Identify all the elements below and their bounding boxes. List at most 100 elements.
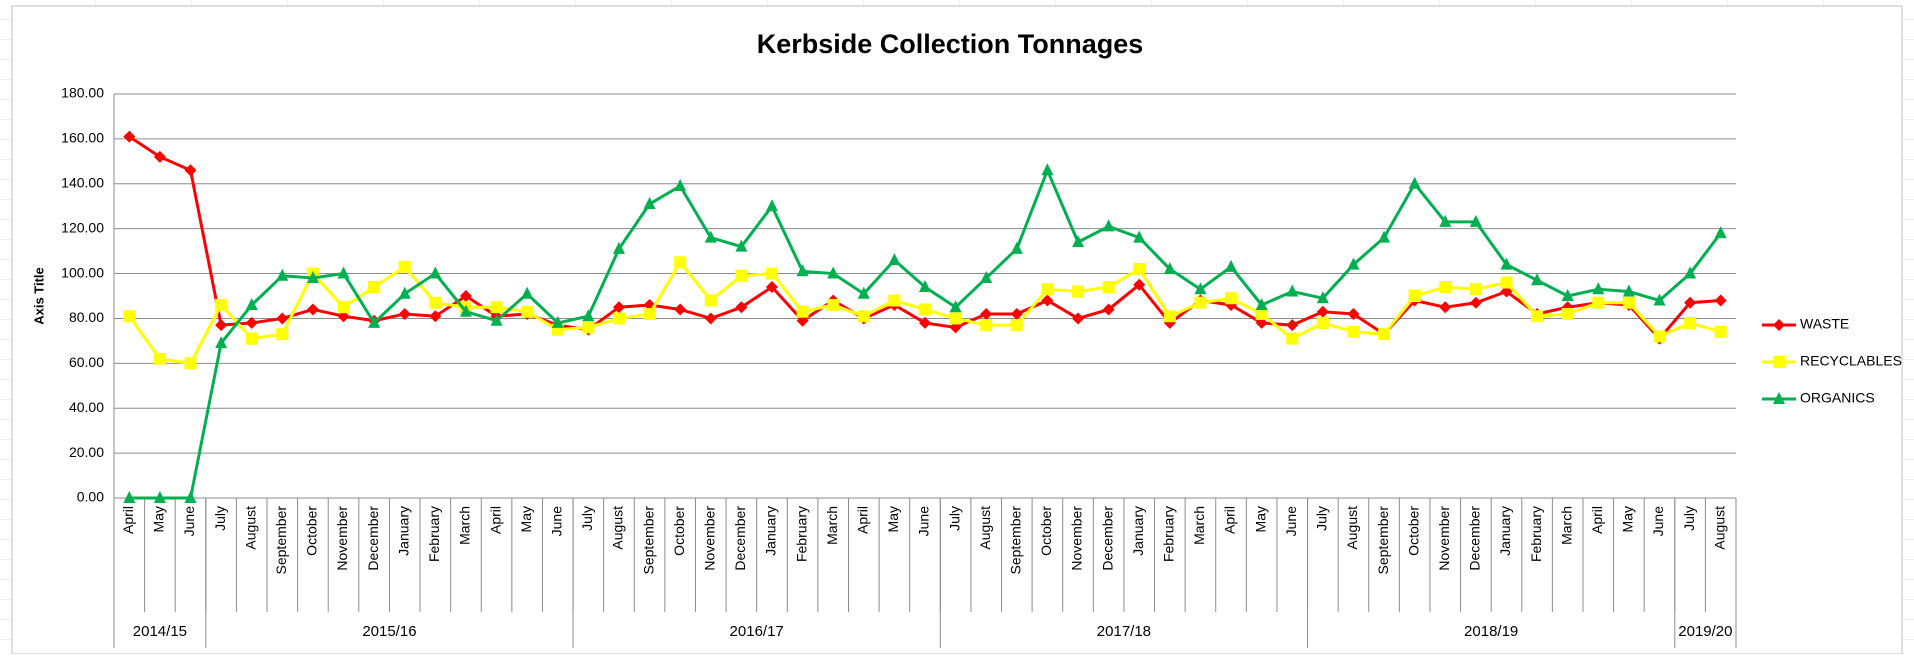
marker [1347, 325, 1360, 338]
marker [1408, 176, 1421, 189]
x-tick-label: June [548, 506, 564, 537]
x-tick-label: July [1681, 506, 1697, 531]
marker [368, 315, 381, 328]
marker [1072, 285, 1085, 298]
chart-title: Kerbside Collection Tonnages [757, 29, 1144, 59]
marker [1653, 293, 1666, 306]
x-tick-label: December [365, 506, 381, 571]
x-tick-label: May [1620, 506, 1636, 532]
legend-marker [1773, 319, 1785, 331]
marker [704, 230, 717, 243]
marker [123, 130, 136, 143]
marker [1225, 292, 1238, 305]
marker [1163, 310, 1176, 323]
x-tick-label: March [1558, 506, 1574, 545]
x-tick-label: May [151, 506, 167, 532]
x-tick-label: August [1344, 506, 1360, 550]
y-tick-label: 160.00 [61, 130, 104, 146]
y-tick-label: 60.00 [69, 354, 104, 370]
marker [980, 319, 993, 332]
marker [184, 357, 197, 370]
marker [1163, 262, 1176, 275]
marker [1133, 230, 1146, 243]
marker [765, 199, 778, 212]
marker [1653, 330, 1666, 343]
legend-marker [1773, 392, 1785, 404]
marker [735, 301, 748, 314]
marker [980, 271, 993, 284]
x-tick-label: October [304, 506, 320, 556]
marker [980, 307, 993, 320]
x-tick-label: April [1589, 506, 1605, 534]
marker [796, 264, 809, 277]
marker [1408, 290, 1421, 302]
x-tick-label: July [212, 506, 228, 531]
marker [612, 301, 625, 314]
y-tick-label: 140.00 [61, 174, 104, 190]
x-tick-label: August [242, 506, 258, 550]
marker [276, 268, 289, 281]
marker [245, 316, 258, 329]
x-tick-label: July [1314, 506, 1330, 531]
marker [1714, 325, 1727, 338]
x-tick-label: April [854, 506, 870, 534]
x-tick-label: April [1222, 506, 1238, 534]
marker [1072, 312, 1085, 325]
marker [1500, 276, 1513, 289]
marker [1072, 235, 1085, 248]
marker [1286, 319, 1299, 332]
marker [1102, 219, 1115, 232]
x-tick-label: August [1711, 506, 1727, 550]
marker [1347, 307, 1360, 320]
marker [1469, 214, 1482, 227]
x-tick-label: December [732, 506, 748, 571]
marker [398, 286, 411, 299]
marker [1010, 241, 1023, 254]
x-tick-label: August [977, 506, 993, 550]
legend-label: WASTE [1800, 316, 1849, 332]
y-tick-label: 100.00 [61, 264, 104, 280]
marker [245, 332, 258, 345]
marker [1592, 282, 1605, 295]
marker [1255, 297, 1268, 310]
marker [521, 286, 534, 299]
marker [1316, 291, 1329, 304]
marker [337, 301, 350, 314]
marker [1225, 259, 1238, 272]
marker [215, 298, 228, 311]
marker [398, 307, 411, 320]
x-tick-label: December [1467, 506, 1483, 571]
group-label: 2015/16 [362, 623, 416, 640]
group-label: 2014/15 [133, 623, 187, 640]
marker [1531, 273, 1544, 286]
marker [1316, 305, 1329, 318]
marker [674, 179, 687, 192]
marker [704, 294, 717, 307]
marker [245, 297, 258, 310]
marker [949, 300, 962, 313]
group-label: 2016/17 [730, 623, 784, 640]
marker [521, 305, 534, 318]
marker [1316, 316, 1329, 329]
marker [674, 303, 687, 316]
marker [612, 241, 625, 254]
marker [1102, 281, 1115, 294]
marker [643, 196, 656, 209]
marker [1133, 263, 1146, 276]
marker [459, 304, 472, 317]
marker [123, 491, 136, 503]
marker [123, 310, 136, 323]
x-tick-label: June [916, 506, 932, 537]
x-tick-label: October [1038, 506, 1054, 556]
marker [429, 296, 442, 309]
group-label: 2019/20 [1678, 623, 1732, 640]
marker [1500, 257, 1513, 270]
x-tick-label: September [1008, 506, 1024, 575]
x-tick-label: March [1191, 506, 1207, 545]
marker [276, 328, 289, 341]
marker [674, 256, 687, 269]
x-tick-label: November [1069, 506, 1085, 571]
x-tick-label: January [395, 506, 411, 556]
x-tick-label: January [1130, 506, 1146, 556]
marker [1255, 307, 1268, 320]
